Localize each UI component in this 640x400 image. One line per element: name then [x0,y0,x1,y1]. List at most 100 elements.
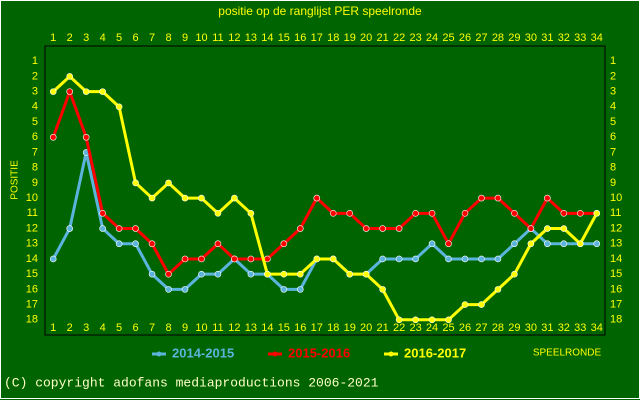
x-tick-label: 24 [426,32,438,44]
x-tick-label: 1 [50,32,56,44]
data-point [576,240,584,248]
x-tick-label: 3 [83,32,89,44]
y-axis-label: POSITIE [10,160,21,200]
data-point [445,240,452,248]
x-tick-label: 10 [195,32,207,44]
x-tick-label: 9 [182,32,188,44]
y-tick-label: 6 [32,131,38,143]
x-tick-label: 32 [558,32,570,44]
x-tick-label: 12 [228,322,240,334]
data-point [181,194,189,202]
data-point [593,240,601,248]
data-point [82,88,90,95]
data-point [181,255,189,263]
y-tick-label: 16 [610,283,622,295]
y-tick-label: 13 [610,238,622,250]
data-point [66,225,74,232]
data-point [82,133,90,141]
legend-label: 2015-2016 [288,345,350,360]
x-tick-label: 21 [377,322,389,334]
data-point [198,270,205,278]
data-point [280,270,288,278]
y-tick-label: 18 [610,314,622,326]
x-tick-label: 25 [442,32,454,44]
x-tick-label: 8 [165,322,171,334]
x-tick-label: 32 [558,322,570,334]
data-point [280,240,288,248]
x-tick-label: 13 [245,32,257,44]
series-line [52,74,599,322]
plot-frame [44,45,606,336]
y-tick-label: 18 [26,314,38,326]
x-tick-label: 13 [245,322,257,334]
legend-label: 2014-2015 [172,345,234,360]
x-tick-label: 30 [525,322,537,334]
x-tick-label: 17 [311,32,323,44]
data-point [412,255,419,263]
data-point [296,225,304,232]
data-point [115,240,123,248]
data-point [329,210,337,217]
x-tick-label: 7 [149,322,155,334]
data-point [49,133,57,141]
data-point [148,194,156,202]
data-point [362,270,370,278]
x-tick-label: 14 [261,32,273,44]
data-point [115,103,123,111]
y-tick-label: 14 [26,253,38,265]
y-tick-label: 6 [610,131,616,143]
data-point [560,225,568,232]
x-tick-label: 34 [591,32,603,44]
x-axis-label: SPEELRONDE [533,348,602,359]
data-point [395,316,403,324]
y-tick-label: 7 [610,146,616,158]
series-line [51,87,597,277]
data-point [576,210,584,217]
y-tick-label: 12 [610,222,622,234]
data-point [296,286,304,293]
y-tick-label: 17 [26,298,38,310]
data-point [494,194,502,202]
x-tick-label: 34 [591,322,603,334]
data-point [148,270,156,278]
x-tick-label: 5 [116,32,122,44]
x-tick-label: 8 [165,32,171,44]
y-tick-label: 9 [32,177,38,189]
data-point [247,255,255,263]
x-tick-label: 22 [393,322,405,334]
data-point [560,240,568,248]
y-tick-label: 1 [32,55,38,67]
y-tick-label: 10 [610,192,622,204]
x-tick-label: 11 [212,32,223,44]
data-point [478,301,485,308]
x-tick-label: 26 [459,322,471,334]
x-tick-label: 21 [377,32,389,44]
data-point [560,210,568,217]
y-tick-label: 2 [610,70,616,82]
data-point [511,240,518,248]
data-point [49,255,57,263]
data-point [247,210,255,217]
y-tick-label: 5 [32,116,38,128]
legend-marker [388,351,394,357]
x-tick-label: 28 [492,32,504,44]
x-tick-label: 19 [344,32,356,44]
x-tick-label: 22 [393,32,405,44]
data-point [428,210,436,217]
data-point [313,194,321,202]
x-tick-label: 15 [278,322,290,334]
x-tick-label: 20 [360,322,372,334]
data-point [362,225,370,232]
y-tick-label: 16 [26,283,38,295]
y-tick-label: 9 [610,177,616,189]
data-point [593,210,601,217]
data-point [445,255,452,263]
x-tick-label: 29 [508,32,520,44]
data-point [511,270,518,278]
footer: (C) copyright adofans mediaproductions 2… [4,375,379,390]
data-point [329,255,337,263]
y-tick-label: 3 [32,86,38,98]
data-point [445,316,452,324]
x-tick-label: 18 [327,32,339,44]
x-tick-label: 26 [459,32,471,44]
